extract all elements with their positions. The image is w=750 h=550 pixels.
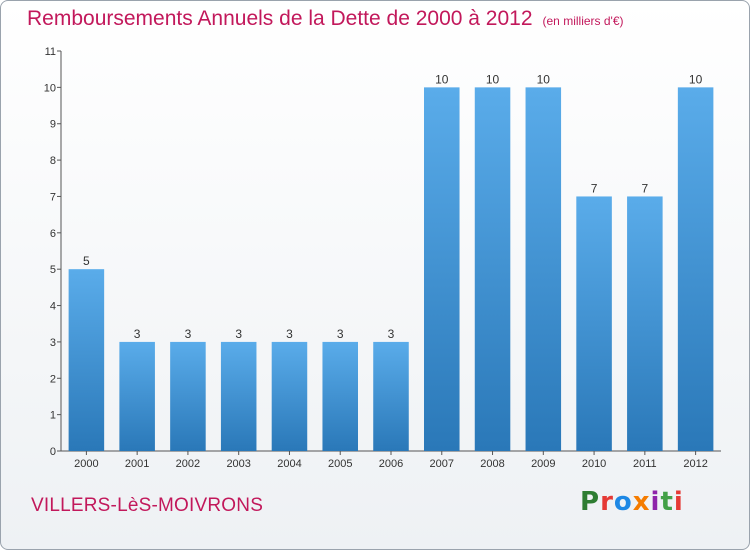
logo-letter: P [580,487,601,517]
chart-unit: (en milliers d'€) [542,14,624,28]
chart-title: Remboursements Annuels de la Dette de 20… [27,7,624,31]
x-tick-label: 2004 [277,458,301,470]
x-tick-label: 2005 [328,458,352,470]
x-tick-label: 2009 [531,458,555,470]
bar [220,341,257,451]
proxiti-logo: Proxiti [580,487,684,517]
data-label: 3 [235,327,242,341]
bar [576,196,612,451]
data-label: 5 [83,254,90,268]
y-tick-label: 1 [50,410,56,422]
x-tick-label: 2011 [633,458,657,470]
data-label: 3 [185,327,192,341]
bar [424,87,460,451]
y-tick-label: 9 [50,119,56,131]
data-label: 3 [286,327,293,341]
logo-letter: t [660,487,674,517]
x-tick-label: 2006 [379,458,403,470]
data-label: 3 [337,327,344,341]
bar [322,341,358,451]
y-tick-label: 3 [50,337,56,349]
bar [271,341,308,451]
y-tick-label: 11 [45,46,56,58]
x-tick-label: 2000 [74,458,98,470]
data-label: 10 [486,72,500,86]
commune-name: VILLERS-LèS-MOIVRONS [31,495,264,516]
logo-letter: r [600,487,614,517]
x-tick-label: 2012 [683,458,707,470]
data-label: 7 [642,181,649,195]
logo-letter: i [650,487,661,517]
bar [627,196,663,451]
x-tick-label: 2002 [176,458,200,470]
y-tick-label: 2 [50,373,56,385]
y-tick-label: 6 [50,228,56,240]
bar [170,341,206,451]
bar [68,269,105,451]
y-tick-label: 5 [50,264,56,276]
data-label: 10 [435,72,449,86]
x-tick-label: 2007 [430,458,454,470]
y-tick-label: 8 [50,155,56,167]
data-label: 10 [689,72,703,86]
bar [677,87,714,451]
chart-title-text: Remboursements Annuels de la Dette de 20… [27,7,533,30]
y-tick-label: 0 [50,446,56,458]
y-tick-label: 7 [50,191,56,203]
y-tick-label: 4 [50,301,56,313]
x-tick-label: 2001 [125,458,149,470]
data-label: 10 [537,72,551,86]
bar [525,87,562,451]
y-tick-label: 10 [44,82,56,94]
x-tick-label: 2010 [582,458,606,470]
bar [373,341,409,451]
logo-letter: x [632,487,651,517]
x-tick-label: 2008 [480,458,504,470]
data-label: 3 [134,327,141,341]
data-label: 7 [591,181,598,195]
data-label: 3 [388,327,395,341]
bar [119,341,155,451]
logo-letter: o [613,487,633,517]
x-tick-label: 2003 [226,458,250,470]
logo-letter: i [673,487,684,517]
bar [474,87,511,451]
